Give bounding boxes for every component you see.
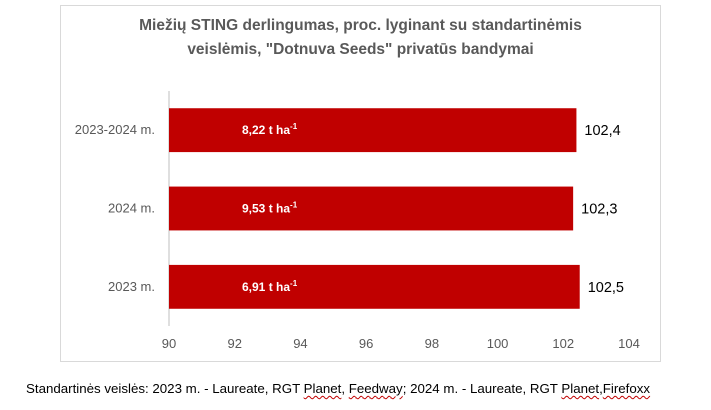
- bar: [169, 108, 577, 153]
- x-tick-label: 102: [552, 336, 574, 351]
- bar: [169, 186, 574, 231]
- value-label: 102,5: [588, 280, 624, 296]
- footnote-sep-1: ,: [341, 381, 349, 396]
- x-tick-label: 98: [425, 336, 439, 351]
- x-tick-label: 92: [227, 336, 241, 351]
- footnote-lead: Standartinės veislės: 2023 m. - Laureate…: [26, 381, 304, 396]
- x-tick-label: 94: [293, 336, 307, 351]
- footnote-sep-3: ,: [599, 381, 603, 396]
- footnote-word-feedway: Feedway: [348, 381, 403, 396]
- bar-inner-label: 8,22 t ha-1: [242, 122, 298, 137]
- bar-inner-label: 6,91 t ha-1: [242, 279, 298, 294]
- chart-title-line-2: veislėmis, "Dotnuva Seeds" privatūs band…: [187, 41, 534, 58]
- x-tick-label: 104: [618, 336, 640, 351]
- footnote: Standartinės veislės: 2023 m. - Laureate…: [26, 381, 650, 396]
- x-tick-label: 90: [162, 336, 176, 351]
- value-label: 102,3: [581, 202, 617, 218]
- bar: [169, 264, 580, 309]
- footnote-sep-2: ; 2024 m. - Laureate, RGT: [402, 381, 562, 396]
- category-label: 2023 m.: [108, 279, 155, 294]
- footnote-word-firefoxx: Firefoxx: [602, 381, 651, 396]
- footnote-word-planet-2: Planet: [561, 381, 600, 396]
- chart-title: Miežių STING derlingumas, proc. lyginant…: [60, 14, 661, 62]
- bar-inner-label: 9,53 t ha-1: [242, 201, 298, 216]
- category-label: 2024 m.: [108, 201, 155, 216]
- footnote-word-planet-1: Planet: [303, 381, 342, 396]
- category-label: 2023-2024 m.: [75, 122, 155, 137]
- x-tick-label: 100: [487, 336, 509, 351]
- value-label: 102,4: [584, 123, 620, 139]
- chart-title-line-1: Miežių STING derlingumas, proc. lyginant…: [139, 17, 582, 34]
- x-tick-label: 96: [359, 336, 373, 351]
